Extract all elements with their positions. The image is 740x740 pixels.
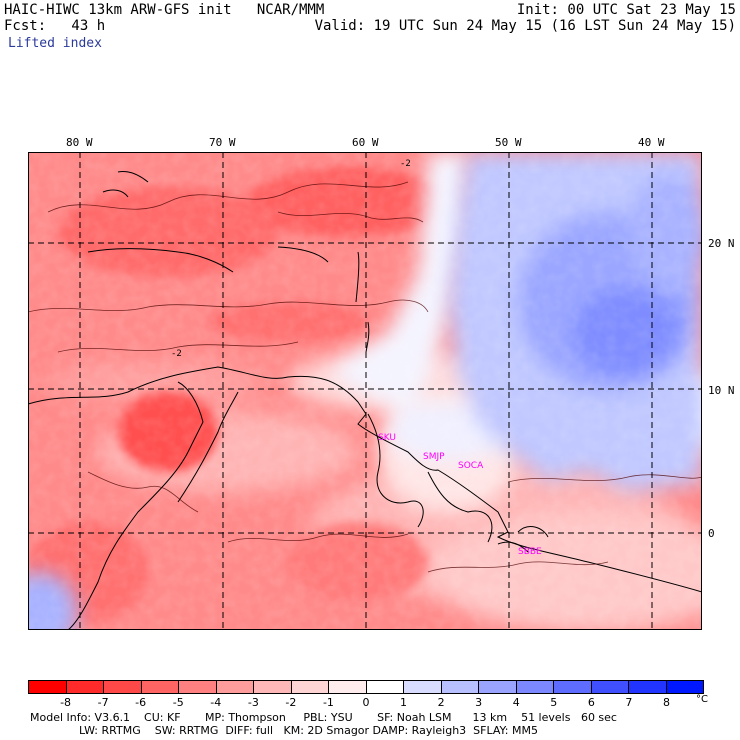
colorbar-swatch [441,681,479,693]
colorbar-swatch [629,681,667,693]
lon-label-60w: 60 W [352,136,379,149]
lat-label-20n: 20 N [708,237,735,250]
colorbar-tick-label: -3 [247,696,259,709]
lat-lon-grid [28,152,702,630]
colorbar-tick-label: 4 [512,696,520,709]
colorbar-tick-label: 0 [362,696,370,709]
colorbar-swatch [141,681,179,693]
init-time: Init: 00 UTC Sat 23 May 15 [516,2,736,18]
model-info-line1: Model Info: V3.6.1 CU: KF MP: Thompson P… [30,711,617,724]
contour-label-2: -2 [400,159,411,169]
colorbar-swatch [591,681,629,693]
field-name: Lifted index [8,36,102,51]
colorbar-swatch [666,681,703,693]
colorbar-tick-label: 3 [475,696,483,709]
shaded-field: -2 -2 SKU SMJP SOCA SBBE [28,152,702,630]
colorbar-tick-label: 6 [587,696,595,709]
colorbar-tick-label: 5 [550,696,558,709]
colorbar-tick-label: -8 [60,696,72,709]
colorbar-unit: °C [696,694,708,705]
lon-label-50w: 50 W [495,136,522,149]
colorbar-swatch [179,681,217,693]
colorbar-swatch [291,681,329,693]
colorbar-swatch [104,681,142,693]
colorbar [28,680,704,694]
colorbar-tick-label: 7 [625,696,633,709]
lon-label-40w: 40 W [638,136,665,149]
colorbar-tick-label: -4 [210,696,222,709]
valid-time: Valid: 19 UTC Sun 24 May 15 (16 LST Sun … [314,18,736,34]
colorbar-swatch [329,681,367,693]
colorbar-tick-label: -2 [285,696,297,709]
station-sku: SKU [378,433,396,443]
colorbar-swatch [366,681,404,693]
colorbar-swatch [554,681,592,693]
colorbar-tick-label: -5 [172,696,184,709]
colorbar-swatch [216,681,254,693]
li-contours [28,181,702,573]
lifted-index-map: -2 -2 SKU SMJP SOCA SBBE [28,152,702,630]
colorbar-tick-label: 1 [400,696,408,709]
contour-label: -2 [171,349,182,359]
model-info-line2: LW: RRTMG SW: RRTMG DIFF: full KM: 2D Sm… [30,724,538,737]
colorbar-tick-label: -6 [135,696,147,709]
station-soca: SOCA [458,461,484,471]
coastlines [28,171,702,630]
lon-label-70w: 70 W [209,136,236,149]
station-smjp: SMJP [423,452,445,462]
colorbar-swatch [516,681,554,693]
colorbar-swatch [479,681,517,693]
lon-label-80w: 80 W [66,136,93,149]
lat-label-0: 0 [708,527,715,540]
colorbar-swatch [404,681,442,693]
colorbar-tick-label: -1 [322,696,334,709]
lat-label-10n: 10 N [708,384,735,397]
colorbar-swatch [66,681,104,693]
station-sbbe: SBBE [518,547,542,557]
colorbar-tick-label: -7 [97,696,109,709]
model-title: HAIC-HIWC 13km ARW-GFS init NCAR/MMM [4,2,325,18]
colorbar-tick-label: 8 [662,696,670,709]
colorbar-swatch [29,681,67,693]
colorbar-tick-label: 2 [437,696,445,709]
forecast-hour: Fcst: 43 h [4,18,106,34]
stations: SKU SMJP SOCA SBBE [378,433,542,557]
colorbar-swatch [254,681,292,693]
